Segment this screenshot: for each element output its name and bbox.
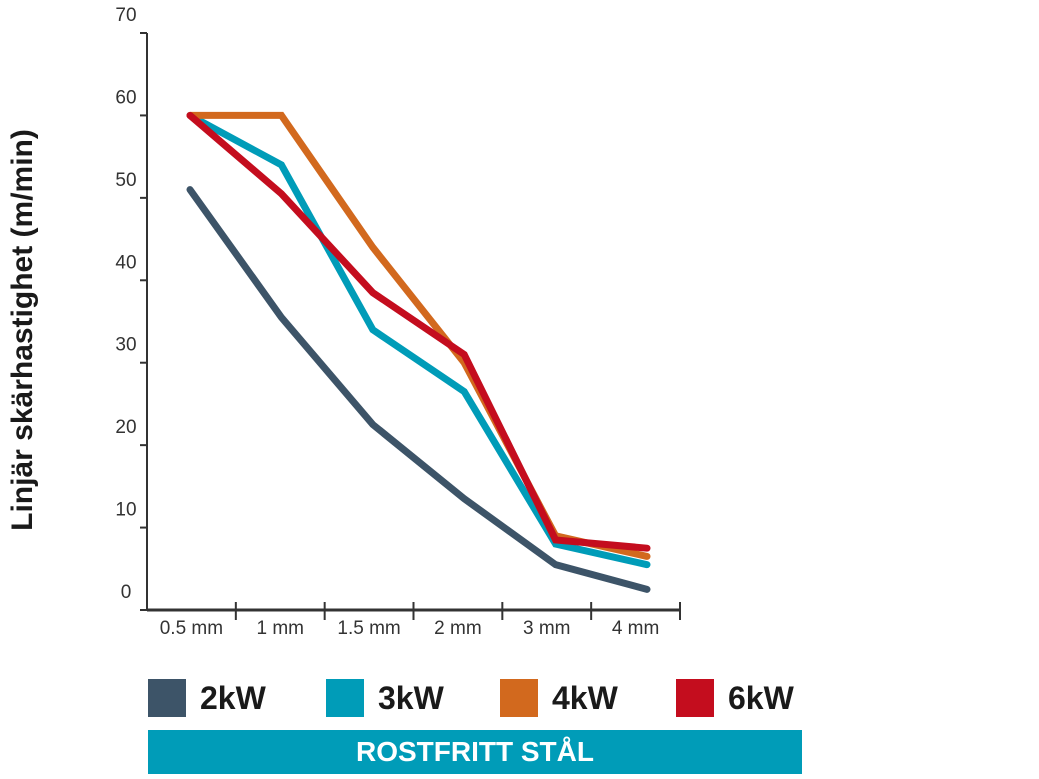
series-line-2kw bbox=[186, 186, 651, 593]
legend-swatch-6kw bbox=[676, 679, 714, 717]
legend-label-4kw: 4kW bbox=[552, 679, 618, 716]
legend-swatch-4kw bbox=[500, 679, 538, 717]
y-axis: 0 10 20 30 40 50 60 70 bbox=[115, 5, 148, 611]
x-tick-label: 1.5 mm bbox=[337, 618, 400, 639]
y-tick-label: 40 bbox=[115, 252, 136, 273]
legend-swatch-3kw bbox=[326, 679, 364, 717]
material-banner: ROSTFRITT STÅL bbox=[148, 730, 802, 774]
legend-swatch-2kw bbox=[148, 679, 186, 717]
legend-item-3kw: 3kW bbox=[326, 678, 444, 718]
x-tick-label: 2 mm bbox=[434, 618, 482, 639]
y-axis-title: Linjär skärhastighet (m/min) bbox=[6, 129, 39, 531]
y-tick-label: 0 bbox=[121, 582, 132, 603]
y-tick-label: 70 bbox=[115, 5, 136, 26]
series-line-4kw bbox=[186, 111, 651, 560]
legend-label-3kw: 3kW bbox=[378, 679, 444, 716]
x-axis: 0.5 mm 1 mm 1.5 mm 2 mm 3 mm 4 mm bbox=[147, 602, 681, 639]
legend: 2kW 3kW 4kW 6kW bbox=[148, 678, 828, 718]
y-tick-label: 60 bbox=[115, 87, 136, 108]
series-lines bbox=[186, 111, 651, 593]
y-tick-label: 50 bbox=[115, 170, 136, 191]
legend-label-6kw: 6kW bbox=[728, 679, 794, 716]
legend-item-4kw: 4kW bbox=[500, 678, 618, 718]
series-line-6kw bbox=[186, 111, 651, 552]
line-chart: 0 10 20 30 40 50 60 70 0.5 mm 1 mm 1.5 mm 2 mm 3 mm… bbox=[6, 5, 681, 639]
x-tick-label: 1 mm bbox=[257, 618, 305, 639]
legend-label-2kw: 2kW bbox=[200, 679, 266, 716]
y-tick-label: 30 bbox=[115, 335, 136, 356]
series-line-3kw bbox=[186, 111, 651, 569]
legend-item-2kw: 2kW bbox=[148, 678, 266, 718]
x-tick-label: 0.5 mm bbox=[160, 618, 223, 639]
x-tick-label: 4 mm bbox=[612, 618, 660, 639]
y-tick-label: 20 bbox=[115, 417, 136, 438]
y-tick-label: 10 bbox=[115, 500, 136, 521]
legend-item-6kw: 6kW bbox=[676, 678, 794, 718]
x-tick-label: 3 mm bbox=[523, 618, 571, 639]
